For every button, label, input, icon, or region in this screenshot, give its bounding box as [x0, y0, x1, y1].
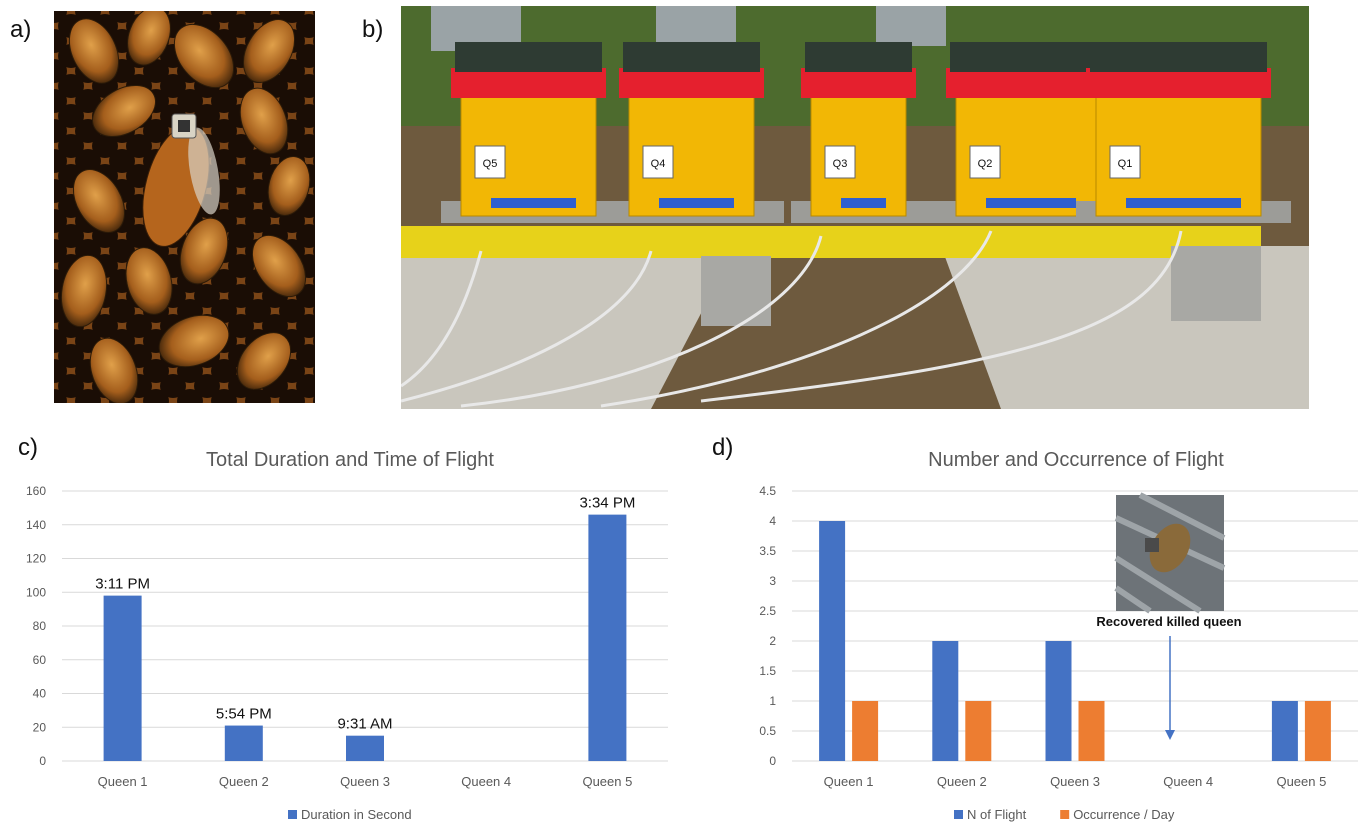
chart-title: Total Duration and Time of Flight — [206, 449, 494, 471]
x-tick-label: Queen 2 — [219, 774, 269, 789]
hive-label: Q4 — [651, 158, 666, 170]
y-tick-label: 3.5 — [759, 544, 776, 558]
bar — [346, 735, 384, 761]
y-tick-label: 0.5 — [759, 724, 776, 738]
hive-stand-beam — [401, 226, 1261, 258]
y-tick-label: 2 — [769, 634, 776, 648]
svg-text:N of Flight: N of Flight — [967, 807, 1027, 822]
data-label: 9:31 AM — [337, 716, 392, 733]
panel-label-c: c) — [18, 434, 38, 461]
bar — [852, 701, 879, 761]
y-tick-label: 0 — [39, 754, 46, 768]
hive: Q5 — [441, 42, 626, 223]
panel-label-a: a) — [10, 16, 32, 43]
annotation-label: Recovered killed queen — [1096, 614, 1241, 629]
chart-title: Number and Occurrence of Flight — [928, 449, 1224, 471]
y-tick-label: 2.5 — [759, 604, 776, 618]
bar — [932, 641, 959, 761]
x-tick-label: Queen 4 — [461, 774, 511, 789]
y-tick-label: 100 — [26, 585, 46, 599]
bar — [1078, 701, 1105, 761]
chart-duration: Total Duration and Time of Flight 0 20 40 6… — [26, 449, 668, 822]
panel-label-b: b) — [362, 16, 384, 43]
bar — [1271, 701, 1298, 761]
bar — [965, 701, 992, 761]
bar — [103, 595, 142, 761]
hive: Q4 — [609, 42, 784, 223]
x-tick-label: Queen 1 — [98, 774, 148, 789]
hives-illustration: Q5 Q4 Q3 Q2 Q1 — [401, 6, 1309, 409]
x-tick-label: Queen 5 — [582, 774, 632, 789]
y-tick-label: 140 — [26, 518, 46, 532]
y-tick-label: 1.5 — [759, 664, 776, 678]
bar — [1304, 701, 1331, 761]
svg-text:Occurrence / Day: Occurrence / Day — [1073, 807, 1175, 822]
bees-comb-illustration — [54, 11, 315, 403]
y-tick-label: 3 — [769, 574, 776, 588]
hive: Q1 — [1076, 42, 1291, 223]
y-tick-label: 4 — [769, 514, 776, 528]
x-tick-label: Queen 3 — [340, 774, 390, 789]
chart-flights: Number and Occurrence of Flight 0 0.5 1 1.5… — [759, 449, 1358, 822]
hive-label: Q5 — [483, 158, 498, 170]
data-label: 5:54 PM — [216, 706, 272, 723]
y-tick-label: 1 — [769, 694, 776, 708]
y-tick-label: 4.5 — [759, 484, 776, 498]
hive-label: Q2 — [978, 158, 993, 170]
y-tick-label: 160 — [26, 484, 46, 498]
y-tick-label: 0 — [769, 754, 776, 768]
hive: Q3 — [791, 42, 936, 223]
annotation-arrow — [1165, 636, 1175, 740]
photo-bees-comb — [54, 11, 315, 403]
x-tick-label: Queen 2 — [937, 774, 987, 789]
bar — [819, 521, 846, 761]
y-tick-label: 80 — [33, 619, 47, 633]
y-tick-label: 20 — [33, 720, 47, 734]
legend-item: Occurrence / Day — [1060, 807, 1175, 822]
recovered-queen-photo — [1114, 492, 1226, 614]
legend-item: Duration in Second — [288, 807, 412, 822]
y-tick-label: 120 — [26, 552, 46, 566]
photo-hives: Q5 Q4 Q3 Q2 Q1 — [401, 6, 1309, 409]
legend-item: N of Flight — [954, 807, 1027, 822]
data-label: 3:11 PM — [95, 576, 150, 593]
svg-text:Duration in Second: Duration in Second — [301, 807, 412, 822]
x-tick-label: Queen 3 — [1050, 774, 1100, 789]
panel-label-d: d) — [712, 434, 734, 461]
y-tick-label: 40 — [33, 687, 47, 701]
bar — [224, 725, 263, 761]
hive-label: Q1 — [1118, 158, 1133, 170]
data-label: 3:34 PM — [579, 495, 635, 512]
x-tick-label: Queen 5 — [1276, 774, 1326, 789]
y-tick-label: 60 — [33, 653, 47, 667]
bar — [1045, 641, 1072, 761]
hive-label: Q3 — [833, 158, 848, 170]
bar — [588, 514, 627, 761]
x-tick-label: Queen 4 — [1163, 774, 1213, 789]
x-tick-label: Queen 1 — [824, 774, 874, 789]
